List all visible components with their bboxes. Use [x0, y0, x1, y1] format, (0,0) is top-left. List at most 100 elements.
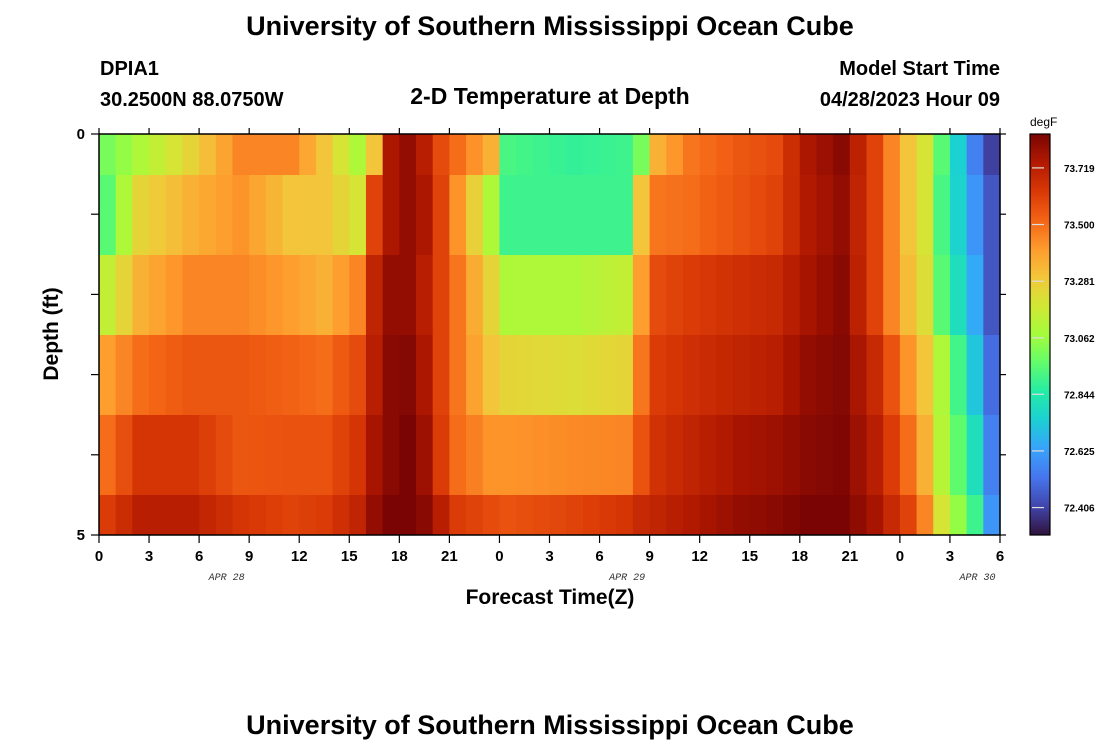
heatmap-cell — [365, 175, 384, 255]
heatmap-cell — [482, 495, 501, 535]
heatmap-cell — [432, 175, 450, 255]
heatmap-cell — [532, 134, 551, 175]
heatmap-cell — [816, 175, 834, 255]
heatmap-cell — [466, 255, 484, 335]
heatmap-cell — [99, 255, 117, 335]
heatmap-cell — [265, 175, 284, 255]
heatmap-cell — [449, 415, 467, 495]
heatmap-cell — [682, 335, 701, 415]
footer-title: University of Southern Mississippi Ocean… — [246, 710, 854, 740]
heatmap-cell — [916, 134, 934, 175]
heatmap-cell — [933, 335, 951, 415]
heatmap-cell — [699, 495, 717, 535]
heatmap-cell — [299, 175, 317, 255]
heatmap-cell — [416, 255, 434, 335]
heatmap-cell — [883, 495, 901, 535]
heatmap-cell — [849, 134, 868, 175]
x-axis-label: Forecast Time(Z) — [466, 586, 635, 609]
heatmap-cell — [849, 495, 868, 535]
heatmap-cell — [149, 134, 167, 175]
heatmap-cell — [499, 255, 517, 335]
heatmap-cell — [449, 134, 467, 175]
heatmap-cell — [599, 495, 617, 535]
heatmap-cell — [215, 255, 234, 335]
heatmap-cell — [115, 255, 133, 335]
heatmap-cell — [566, 335, 584, 415]
heatmap-cell — [315, 175, 334, 255]
heatmap-cell — [199, 255, 217, 335]
heatmap-cell — [849, 335, 868, 415]
heatmap-cell — [966, 134, 984, 175]
heatmap-cell — [365, 415, 384, 495]
heatmap-cell — [899, 495, 918, 535]
heatmap-cell — [265, 255, 284, 335]
heatmap-cell — [616, 495, 634, 535]
heatmap-cell — [733, 495, 751, 535]
heatmap-cell — [699, 335, 717, 415]
heatmap-cell — [499, 415, 517, 495]
heatmap-cell — [649, 335, 667, 415]
heatmap-cell — [866, 134, 884, 175]
colorbar-tick-label: 73.719 — [1064, 164, 1095, 175]
heatmap-cell — [933, 495, 951, 535]
heatmap-cell — [883, 415, 901, 495]
heatmap-cell — [983, 175, 1001, 255]
heatmap-cell — [132, 255, 150, 335]
heatmap-cell — [949, 415, 968, 495]
heatmap-cell — [549, 335, 567, 415]
heatmap-cell — [399, 495, 417, 535]
x-tick-label: 3 — [145, 548, 153, 565]
heatmap-cell — [833, 495, 851, 535]
heatmap-cell — [733, 134, 751, 175]
heatmap-cell — [899, 335, 918, 415]
heatmap-cell — [833, 134, 851, 175]
x-tick-label: 9 — [245, 548, 253, 565]
heatmap-cell — [749, 415, 768, 495]
heatmap-cell — [349, 255, 367, 335]
colorbar-tick-label: 73.062 — [1064, 334, 1095, 345]
heatmap-cell — [516, 134, 534, 175]
heatmap-cell — [682, 255, 701, 335]
heatmap-cell — [332, 335, 350, 415]
heatmap-cell — [849, 415, 868, 495]
heatmap-cell — [482, 175, 501, 255]
heatmap-cell — [916, 415, 934, 495]
heatmap-cell — [983, 255, 1001, 335]
x-tick-label: 0 — [896, 548, 904, 565]
heatmap-cell — [466, 415, 484, 495]
heatmap-cell — [516, 175, 534, 255]
heatmap-cell — [549, 255, 567, 335]
heatmap-cell — [599, 335, 617, 415]
heatmap-cell — [115, 134, 133, 175]
heatmap-cell — [866, 335, 884, 415]
heatmap-cell — [833, 335, 851, 415]
heatmap-cell — [165, 495, 184, 535]
heatmap-cell — [666, 134, 684, 175]
heatmap-cell — [365, 335, 384, 415]
x-date-label: APR 29 — [608, 573, 645, 584]
heatmap-cell — [799, 134, 818, 175]
heatmap-cell — [382, 335, 400, 415]
heatmap-cell — [699, 255, 717, 335]
heatmap-cell — [699, 134, 717, 175]
heatmap-cell — [365, 495, 384, 535]
heatmap-cell — [132, 495, 150, 535]
heatmap-cell — [582, 255, 601, 335]
heatmap-cell — [466, 175, 484, 255]
heatmap-cell — [315, 415, 334, 495]
heatmap-cell — [332, 175, 350, 255]
colorbar-tick-label: 72.844 — [1064, 390, 1095, 401]
heatmap-cell — [966, 335, 984, 415]
heatmap-cell — [466, 495, 484, 535]
heatmap-cell — [349, 175, 367, 255]
model-start-value: 04/28/2023 Hour 09 — [820, 89, 1000, 111]
heatmap-cell — [215, 134, 234, 175]
heatmap-cell — [249, 175, 267, 255]
heatmap-cell — [449, 495, 467, 535]
heatmap-cell — [649, 255, 667, 335]
heatmap-cell — [682, 495, 701, 535]
heatmap-cell — [165, 175, 184, 255]
heatmap-cell — [132, 175, 150, 255]
heatmap-cell — [182, 175, 200, 255]
colorbar-tick-label: 73.281 — [1064, 277, 1095, 288]
